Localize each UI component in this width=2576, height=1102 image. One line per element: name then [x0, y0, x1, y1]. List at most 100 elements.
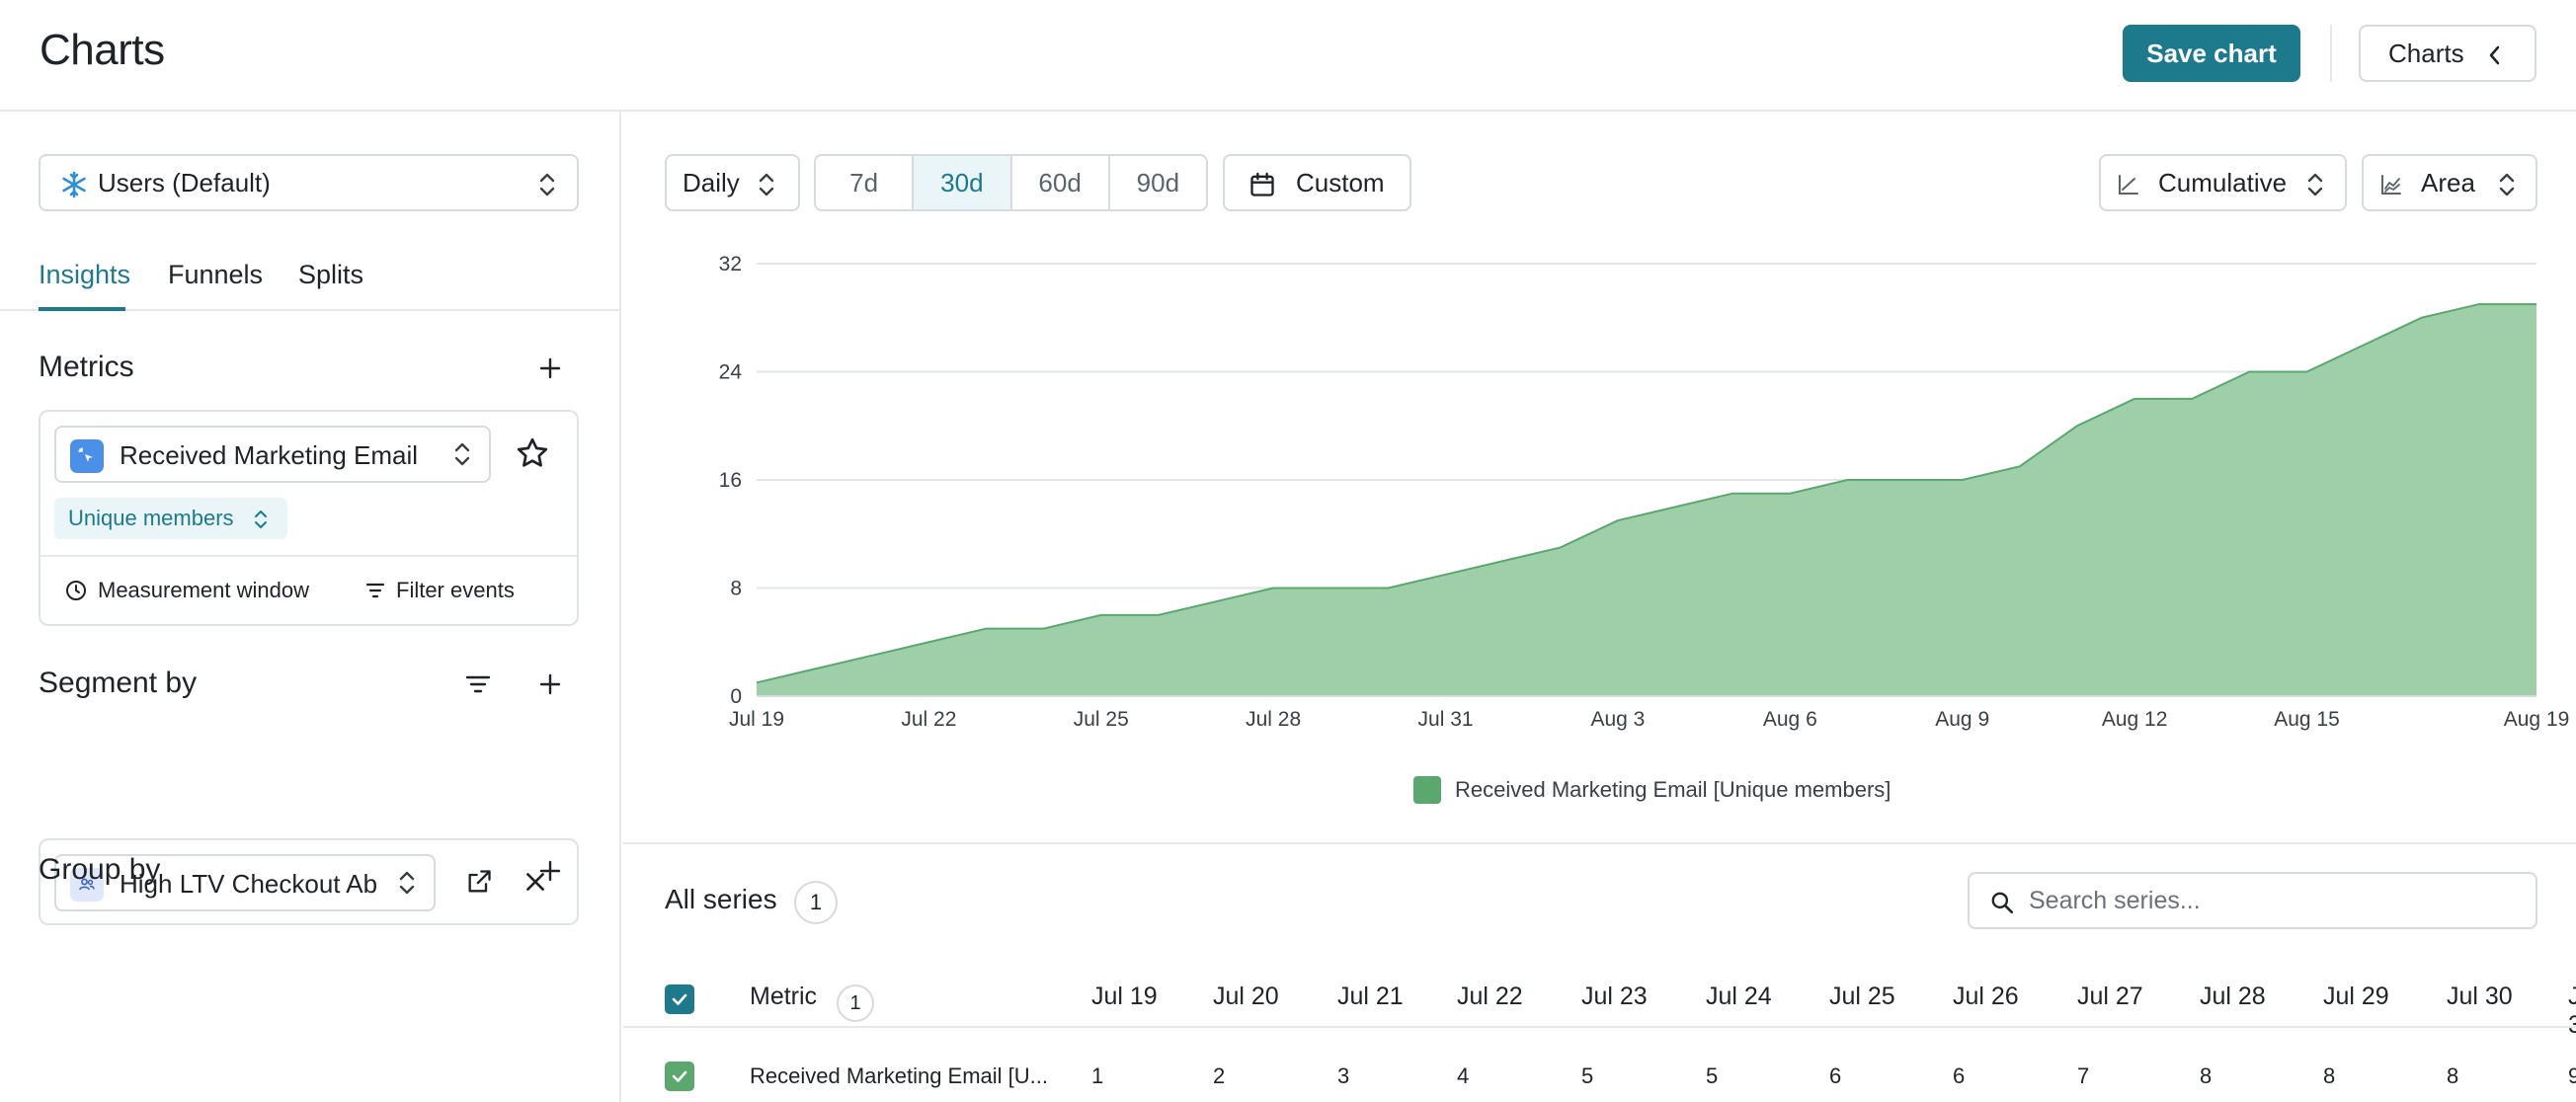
save-chart-button[interactable]: Save chart	[2123, 25, 2300, 82]
remove-segment-button[interactable]	[518, 864, 553, 900]
chevron-updown-icon	[759, 173, 774, 197]
date-column-header[interactable]: Jul 31	[2568, 983, 2576, 1039]
main-panel: Daily 7d 30d 60d 90d Custom Cumulative A…	[623, 112, 2576, 1102]
snowflake-icon	[62, 171, 86, 198]
row-value-cell: 6	[1829, 1063, 1842, 1088]
aggregation-select[interactable]: Unique members	[54, 498, 287, 539]
select-all-checkbox[interactable]	[665, 984, 694, 1014]
range-60d-button[interactable]: 60d	[1012, 156, 1110, 209]
filter-events-button[interactable]: Filter events	[364, 578, 515, 603]
date-column-header[interactable]: Jul 22	[1457, 983, 1523, 1010]
x-tick-label: Jul 28	[1246, 708, 1301, 731]
range-30d-button[interactable]: 30d	[914, 156, 1012, 209]
x-tick-label: Jul 31	[1418, 708, 1474, 731]
star-icon[interactable]	[515, 435, 550, 471]
tab-insights[interactable]: Insights	[39, 260, 131, 289]
row-value-cell: 6	[1953, 1063, 1966, 1088]
range-7d-button[interactable]: 7d	[816, 156, 915, 209]
app-header: Charts Save chart Charts	[0, 0, 2576, 112]
legend-swatch	[1413, 776, 1441, 804]
area-chart-icon	[2381, 175, 2401, 195]
add-metric-button[interactable]	[532, 351, 568, 386]
segment-select[interactable]: High LTV Checkout Ab	[54, 854, 436, 911]
row-value-cell: 2	[1213, 1063, 1226, 1088]
calendar-icon	[1250, 172, 1274, 197]
check-icon	[672, 1070, 687, 1082]
date-column-header[interactable]: Jul 23	[1581, 983, 1648, 1010]
y-tick-label: 32	[719, 253, 742, 276]
x-tick-label: Jul 19	[729, 708, 784, 731]
measurement-window-button[interactable]: Measurement window	[64, 578, 309, 603]
date-column-header[interactable]: Jul 27	[2077, 983, 2143, 1010]
cumulative-label: Cumulative	[2158, 167, 2288, 197]
date-column-header[interactable]: Jul 25	[1829, 983, 1895, 1010]
x-tick-label: Aug 6	[1763, 708, 1817, 731]
area-chart: 0 8 16 24 32 Jul 19 Jul 22 Jul 25 Jul 28 Jul 31 Au…	[719, 253, 2570, 731]
custom-range-button[interactable]: Custom	[1223, 154, 1411, 211]
x-tick-label: Jul 22	[901, 708, 956, 731]
row-value-cell: 7	[2077, 1063, 2090, 1088]
x-tick-label: Jul 25	[1074, 708, 1129, 731]
tab-funnels[interactable]: Funnels	[168, 260, 264, 289]
open-segment-button[interactable]	[461, 864, 497, 900]
segment-badge	[70, 868, 104, 902]
chevron-updown-icon	[2499, 173, 2515, 197]
cumulative-select[interactable]: Cumulative	[2099, 154, 2347, 211]
row-value-cell: 1	[1091, 1063, 1104, 1088]
charts-panel-toggle-button[interactable]: Charts	[2359, 25, 2536, 82]
date-column-header[interactable]: Jul 29	[2323, 983, 2389, 1010]
datasource-select[interactable]: Users (Default)	[39, 154, 579, 211]
range-90d-button[interactable]: 90d	[1136, 167, 1180, 197]
date-column-header[interactable]: Jul 19	[1091, 983, 1158, 1010]
row-value-cell: 5	[1706, 1063, 1719, 1088]
table-row[interactable]: Received Marketing Email [U... 1 2 3 4 5 5 6 6 7…	[623, 1030, 2576, 1102]
metric-select[interactable]: Received Marketing Email	[54, 426, 491, 483]
date-column-header[interactable]: Jul 24	[1706, 983, 1772, 1010]
add-group-button[interactable]	[532, 853, 568, 889]
add-segment-button[interactable]	[532, 667, 568, 702]
date-column-header[interactable]: Jul 20	[1213, 983, 1279, 1010]
chart-type-select[interactable]: Area	[2362, 154, 2537, 211]
legend-label: Received Marketing Email [Unique members…	[1455, 777, 1892, 802]
date-column-header[interactable]: Jul 26	[1953, 983, 2019, 1010]
y-tick-label: 24	[719, 361, 743, 384]
row-value-cell: 8	[2447, 1063, 2459, 1088]
date-column-header[interactable]: Jul 30	[2447, 983, 2513, 1010]
row-metric-name: Received Marketing Email [U...	[750, 1063, 1048, 1088]
plus-icon	[539, 860, 561, 882]
x-tick-label: Aug 9	[1935, 708, 1989, 731]
search-series-input[interactable]	[2029, 886, 2503, 915]
row-value-cell: 8	[2323, 1063, 2336, 1088]
chart-legend[interactable]: Received Marketing Email [Unique members…	[1413, 776, 1891, 804]
date-column-header[interactable]: Jul 28	[2200, 983, 2266, 1010]
filter-icon	[465, 675, 491, 693]
card-divider	[40, 555, 577, 557]
interval-select[interactable]: Daily	[665, 154, 800, 211]
metric-card: Received Marketing Email Unique members …	[39, 410, 579, 626]
y-tick-label: 0	[730, 685, 742, 708]
segment-section-title: Segment by	[39, 667, 198, 699]
metric-column-header[interactable]: Metric	[750, 983, 818, 1010]
users-icon	[79, 878, 95, 891]
row-checkbox[interactable]	[665, 1062, 694, 1091]
segment-filter-button[interactable]	[460, 667, 496, 702]
close-icon	[526, 873, 544, 891]
tab-splits[interactable]: Splits	[298, 260, 364, 289]
segment-card: High LTV Checkout Ab	[39, 838, 579, 925]
custom-range-label: Custom	[1296, 167, 1385, 197]
cursor-click-icon	[78, 447, 93, 462]
row-value-cell: 8	[2200, 1063, 2213, 1088]
date-range-group: 7d 30d 60d 90d	[814, 154, 1208, 211]
measurement-window-label: Measurement window	[98, 578, 309, 602]
datasource-label: Users (Default)	[98, 167, 271, 197]
chart-type-label: Area	[2421, 167, 2475, 197]
series-search[interactable]	[1968, 872, 2537, 929]
sidebar: Users (Default) Insights Funnels Splits …	[0, 112, 621, 1102]
all-series-title: All series	[665, 884, 777, 914]
section-divider	[623, 842, 2576, 844]
series-count-badge: 1	[794, 881, 838, 924]
series-area	[757, 304, 2536, 696]
x-tick-label: Aug 3	[1590, 708, 1645, 731]
date-column-header[interactable]: Jul 21	[1337, 983, 1404, 1010]
sidebar-tabs: Insights Funnels Splits	[0, 250, 621, 311]
